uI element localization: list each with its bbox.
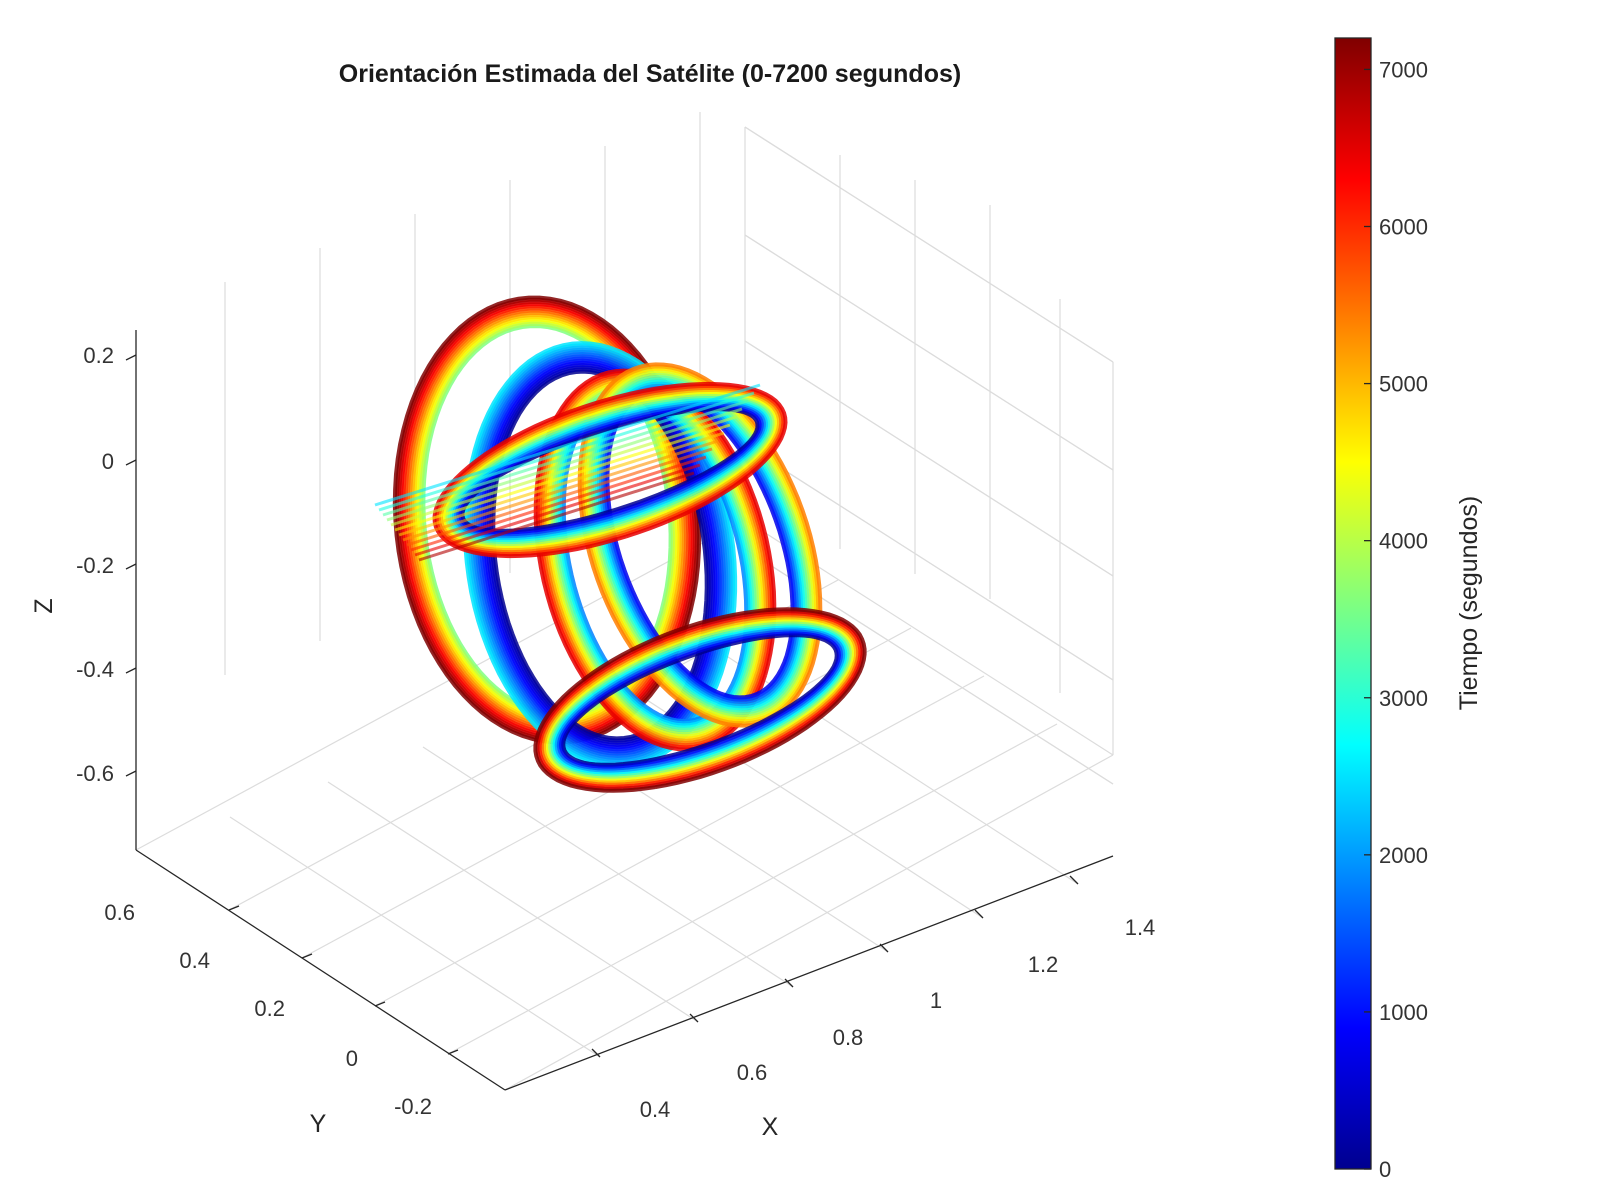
colorbar-tick-label: 1000: [1379, 1000, 1428, 1025]
x-tick-label: 0.6: [737, 1060, 768, 1085]
y-axis: [135, 849, 506, 1091]
trajectory-streak: [418, 471, 695, 562]
trajectory-streak: [414, 463, 701, 557]
z-axis-label: Z: [30, 598, 58, 613]
x-tick-label: 0.8: [833, 1025, 864, 1050]
colorbar-tick-label: 2000: [1379, 843, 1428, 868]
trajectory-band: [535, 609, 865, 791]
trajectory-streak: [378, 391, 755, 512]
trajectory-band: [432, 381, 788, 559]
y-tick-label: -0.2: [394, 1094, 432, 1119]
trajectory-band: [577, 362, 823, 728]
trajectory-band: [555, 390, 755, 730]
x-tick-label: 1.4: [1125, 915, 1156, 940]
trajectory-streak: [374, 383, 761, 507]
trajectory-band: [546, 381, 764, 739]
trajectory-band: [403, 306, 691, 734]
y-tick-labels: 0.6 0.4 0.2 0 -0.2: [104, 900, 432, 1119]
x-tick-label: 1: [930, 988, 942, 1013]
colorbar: 0 1000 2000 3000 4000 5000 6000 7000 Tiempo (se…: [1334, 37, 1483, 1182]
trajectory-band: [533, 607, 867, 793]
trajectory-streak: [394, 423, 731, 532]
trajectory-band: [548, 621, 852, 779]
trajectory-band: [546, 619, 854, 781]
z-tick-label: -0.4: [76, 657, 114, 682]
x-tick-label: 1.2: [1028, 952, 1059, 977]
z-tick-label: 0.2: [83, 343, 114, 368]
colorbar-tick-label: 5000: [1379, 372, 1428, 397]
trajectory-streak: [386, 407, 743, 522]
z-tick-label: 0: [102, 449, 114, 474]
trajectory-point-cloud: [374, 295, 867, 793]
colorbar-tick-label: 6000: [1379, 215, 1428, 240]
trajectory-band: [553, 388, 757, 732]
x-tick-labels: 0.4 0.6 0.8 1 1.2 1.4: [640, 915, 1156, 1122]
trajectory-streak: [402, 439, 719, 542]
y-axis-label: Y: [310, 1110, 327, 1138]
z-tick-label: -0.2: [76, 553, 114, 578]
trajectory-streak: [382, 399, 749, 517]
trajectory-band: [405, 308, 689, 732]
trajectory-band: [556, 629, 844, 771]
trajectory-band: [561, 396, 749, 724]
colorbar-label: Tiempo (segundos): [1455, 496, 1483, 710]
z-tick-label: -0.6: [76, 761, 114, 786]
x-axis-label: X: [762, 1113, 779, 1141]
trajectory-band: [541, 615, 859, 785]
y-tick-label: 0.2: [254, 996, 285, 1021]
colorbar-ticks: 0 1000 2000 3000 4000 5000 6000 7000: [1364, 57, 1428, 1182]
z-tick-labels: 0.2 0 -0.2 -0.4 -0.6: [76, 343, 114, 786]
x-tick-label: 0.4: [640, 1097, 671, 1122]
trajectory-streak: [390, 415, 737, 527]
x-axis: [504, 855, 1114, 1091]
trajectory-band: [414, 317, 680, 723]
chart-title: Orientación Estimada del Satélite (0-720…: [339, 60, 961, 88]
trajectory-band: [410, 313, 684, 727]
y-tick-label: 0: [346, 1046, 358, 1071]
y-tick-label: 0.4: [179, 948, 210, 973]
trajectory-band: [544, 617, 856, 783]
trajectory-streak: [406, 447, 713, 547]
trajectory-band: [408, 311, 686, 729]
trajectory-band: [412, 315, 682, 725]
trajectory-band: [537, 611, 863, 789]
trajectory-band: [550, 623, 850, 777]
y-tick-label: 0.6: [104, 900, 135, 925]
colorbar-gradient: [1334, 37, 1372, 1170]
grid-side-wall: [744, 126, 1114, 785]
trajectory-band: [561, 633, 839, 767]
colorbar-tick-label: 0: [1379, 1157, 1391, 1182]
trajectory-streak: [410, 455, 707, 552]
colorbar-tick-label: 4000: [1379, 529, 1428, 554]
trajectory-streak: [398, 431, 725, 537]
colorbar-tick-label: 3000: [1379, 686, 1428, 711]
trajectory-band: [581, 366, 819, 724]
z-axis: [125, 330, 137, 850]
trajectory-band: [579, 364, 821, 726]
trajectory-band: [539, 613, 861, 787]
colorbar-tick-label: 7000: [1379, 57, 1428, 82]
